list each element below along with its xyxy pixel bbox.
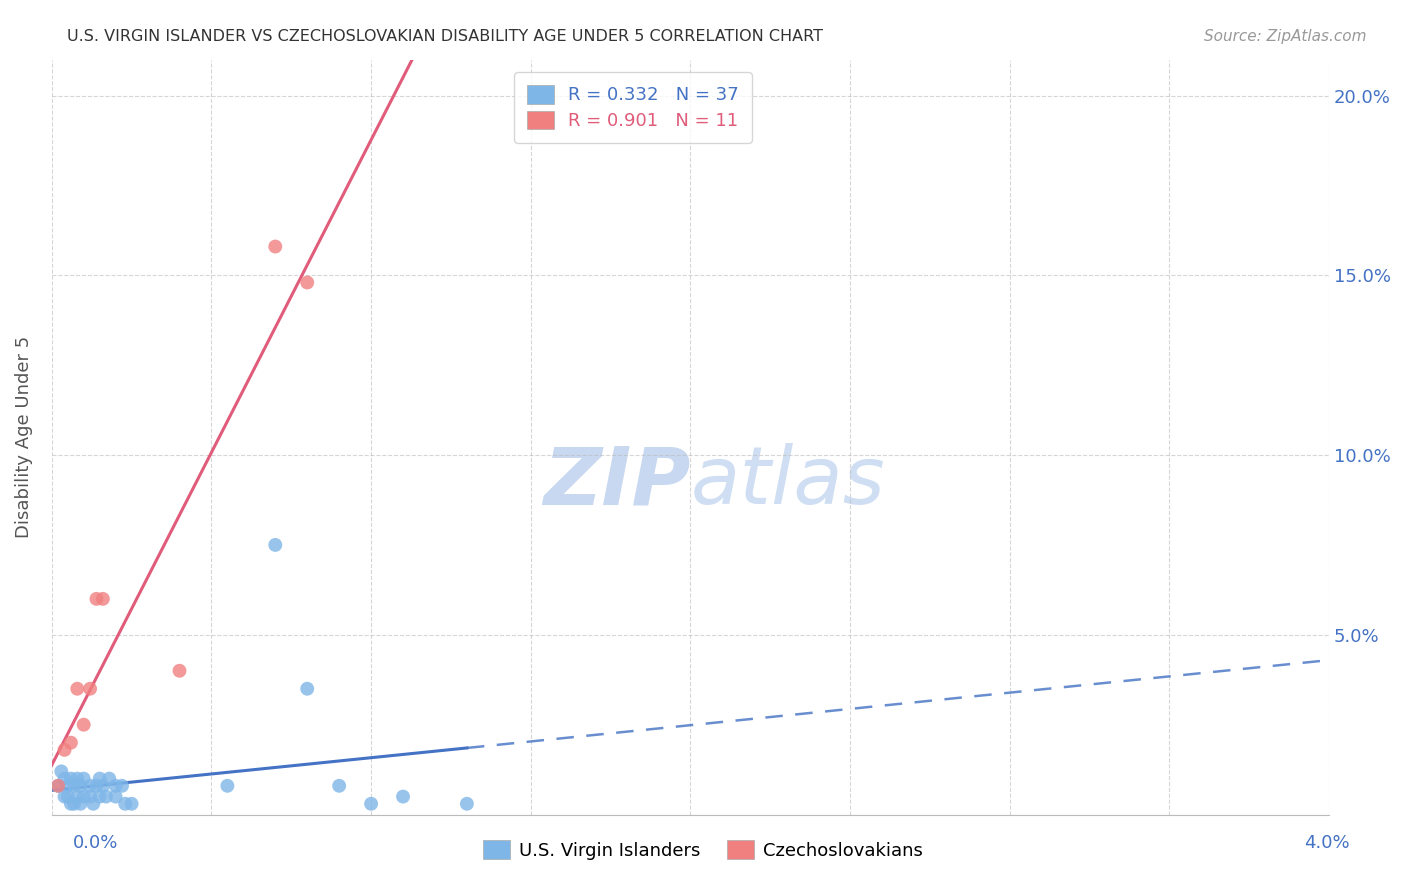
- Point: [91, 591, 114, 606]
- Point: [56, 789, 79, 804]
- Point: [392, 789, 415, 804]
- Point: [73, 717, 96, 731]
- Text: ZIP: ZIP: [543, 443, 690, 522]
- Point: [297, 681, 319, 696]
- Text: 0.0%: 0.0%: [73, 834, 118, 852]
- Text: atlas: atlas: [690, 443, 886, 522]
- Text: 4.0%: 4.0%: [1305, 834, 1350, 852]
- Point: [217, 779, 239, 793]
- Y-axis label: Disability Age Under 5: Disability Age Under 5: [15, 336, 32, 538]
- Point: [297, 276, 319, 290]
- Legend: U.S. Virgin Islanders, Czechoslovakians: U.S. Virgin Islanders, Czechoslovakians: [475, 833, 931, 867]
- Point: [46, 779, 69, 793]
- Point: [456, 797, 478, 811]
- Point: [94, 789, 117, 804]
- Point: [63, 779, 86, 793]
- Point: [89, 772, 111, 786]
- Point: [86, 591, 108, 606]
- Point: [59, 797, 82, 811]
- Point: [169, 664, 191, 678]
- Point: [53, 743, 76, 757]
- Point: [104, 789, 127, 804]
- Point: [69, 797, 91, 811]
- Point: [264, 239, 287, 253]
- Point: [59, 772, 82, 786]
- Point: [121, 797, 143, 811]
- Point: [79, 779, 101, 793]
- Point: [104, 779, 127, 793]
- Point: [360, 797, 382, 811]
- Point: [51, 764, 73, 779]
- Point: [82, 797, 104, 811]
- Point: [53, 772, 76, 786]
- Point: [264, 538, 287, 552]
- Point: [53, 789, 76, 804]
- Point: [66, 772, 89, 786]
- Point: [89, 789, 111, 804]
- Point: [63, 797, 86, 811]
- Point: [66, 789, 89, 804]
- Text: Source: ZipAtlas.com: Source: ZipAtlas.com: [1204, 29, 1367, 44]
- Text: U.S. VIRGIN ISLANDER VS CZECHOSLOVAKIAN DISABILITY AGE UNDER 5 CORRELATION CHART: U.S. VIRGIN ISLANDER VS CZECHOSLOVAKIAN …: [67, 29, 824, 44]
- Point: [111, 779, 134, 793]
- Point: [73, 772, 96, 786]
- Point: [86, 779, 108, 793]
- Point: [59, 736, 82, 750]
- Point: [98, 772, 121, 786]
- Point: [56, 779, 79, 793]
- Point: [69, 779, 91, 793]
- Point: [66, 681, 89, 696]
- Legend: R = 0.332   N = 37, R = 0.901   N = 11: R = 0.332 N = 37, R = 0.901 N = 11: [515, 72, 752, 143]
- Point: [114, 797, 136, 811]
- Point: [73, 789, 96, 804]
- Point: [91, 779, 114, 793]
- Point: [46, 779, 69, 793]
- Point: [328, 779, 350, 793]
- Point: [79, 789, 101, 804]
- Point: [79, 681, 101, 696]
